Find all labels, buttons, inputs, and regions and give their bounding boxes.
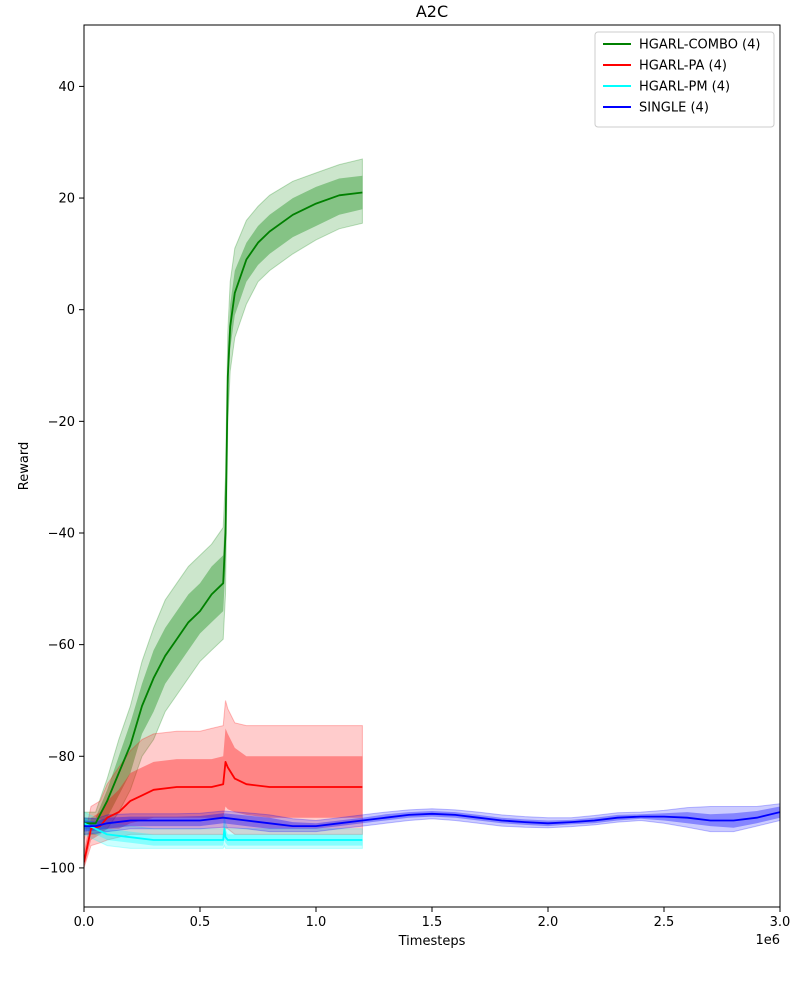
hgarl-pa-4-std-band	[84, 728, 363, 868]
y-tick-label: 0	[67, 303, 75, 318]
y-axis-ticks: −100 −80 −60 −40 −20 0 20 40	[39, 80, 84, 876]
y-tick-label: 20	[58, 192, 75, 207]
y-tick-label: 40	[58, 80, 75, 95]
y-tick-label: −60	[48, 638, 75, 653]
legend-label: SINGLE (4)	[639, 101, 709, 116]
x-axis-offset-label: 1e6	[755, 933, 780, 948]
x-tick-label: 0.0	[74, 915, 95, 930]
y-tick-label: −40	[48, 526, 75, 541]
legend-box	[594, 31, 775, 128]
single-4-std-band	[84, 806, 780, 832]
x-tick-label: 0.5	[190, 915, 211, 930]
hgarl-pm-4-std-band	[84, 817, 363, 846]
x-tick-label: 2.5	[654, 915, 675, 930]
x-tick-label: 1.5	[422, 915, 443, 930]
series-lines	[84, 191, 780, 863]
hgarl-pm-4-line	[84, 822, 363, 841]
legend-label: HGARL-COMBO (4)	[639, 38, 760, 53]
y-tick-label: −100	[39, 861, 75, 876]
single-4-line	[84, 811, 780, 827]
single-4-minmax-band	[84, 803, 780, 835]
x-axis-title: Timesteps	[398, 934, 466, 949]
x-axis-ticks: 0.0 0.5 1.0 1.5 2.0 2.5 3.0	[74, 907, 791, 930]
hgarl-combo-4-line	[84, 191, 363, 825]
y-tick-label: −80	[48, 750, 75, 765]
legend: HGARL-COMBO (4) HGARL-PA (4) HGARL-PM (4) S…	[594, 31, 775, 128]
hgarl-combo-4-std-band	[84, 175, 363, 829]
legend-label: HGARL-PA (4)	[639, 59, 727, 74]
hgarl-pa-4-line	[84, 761, 363, 863]
legend-label: HGARL-PM (4)	[639, 80, 730, 95]
x-tick-label: 1.0	[306, 915, 327, 930]
chart-title: A2C	[416, 2, 448, 21]
y-axis-title: Reward	[17, 442, 32, 490]
x-tick-label: 3.0	[770, 915, 791, 930]
hgarl-combo-4-minmax-band	[84, 158, 363, 835]
x-tick-label: 2.0	[538, 915, 559, 930]
y-tick-label: −20	[48, 415, 75, 430]
